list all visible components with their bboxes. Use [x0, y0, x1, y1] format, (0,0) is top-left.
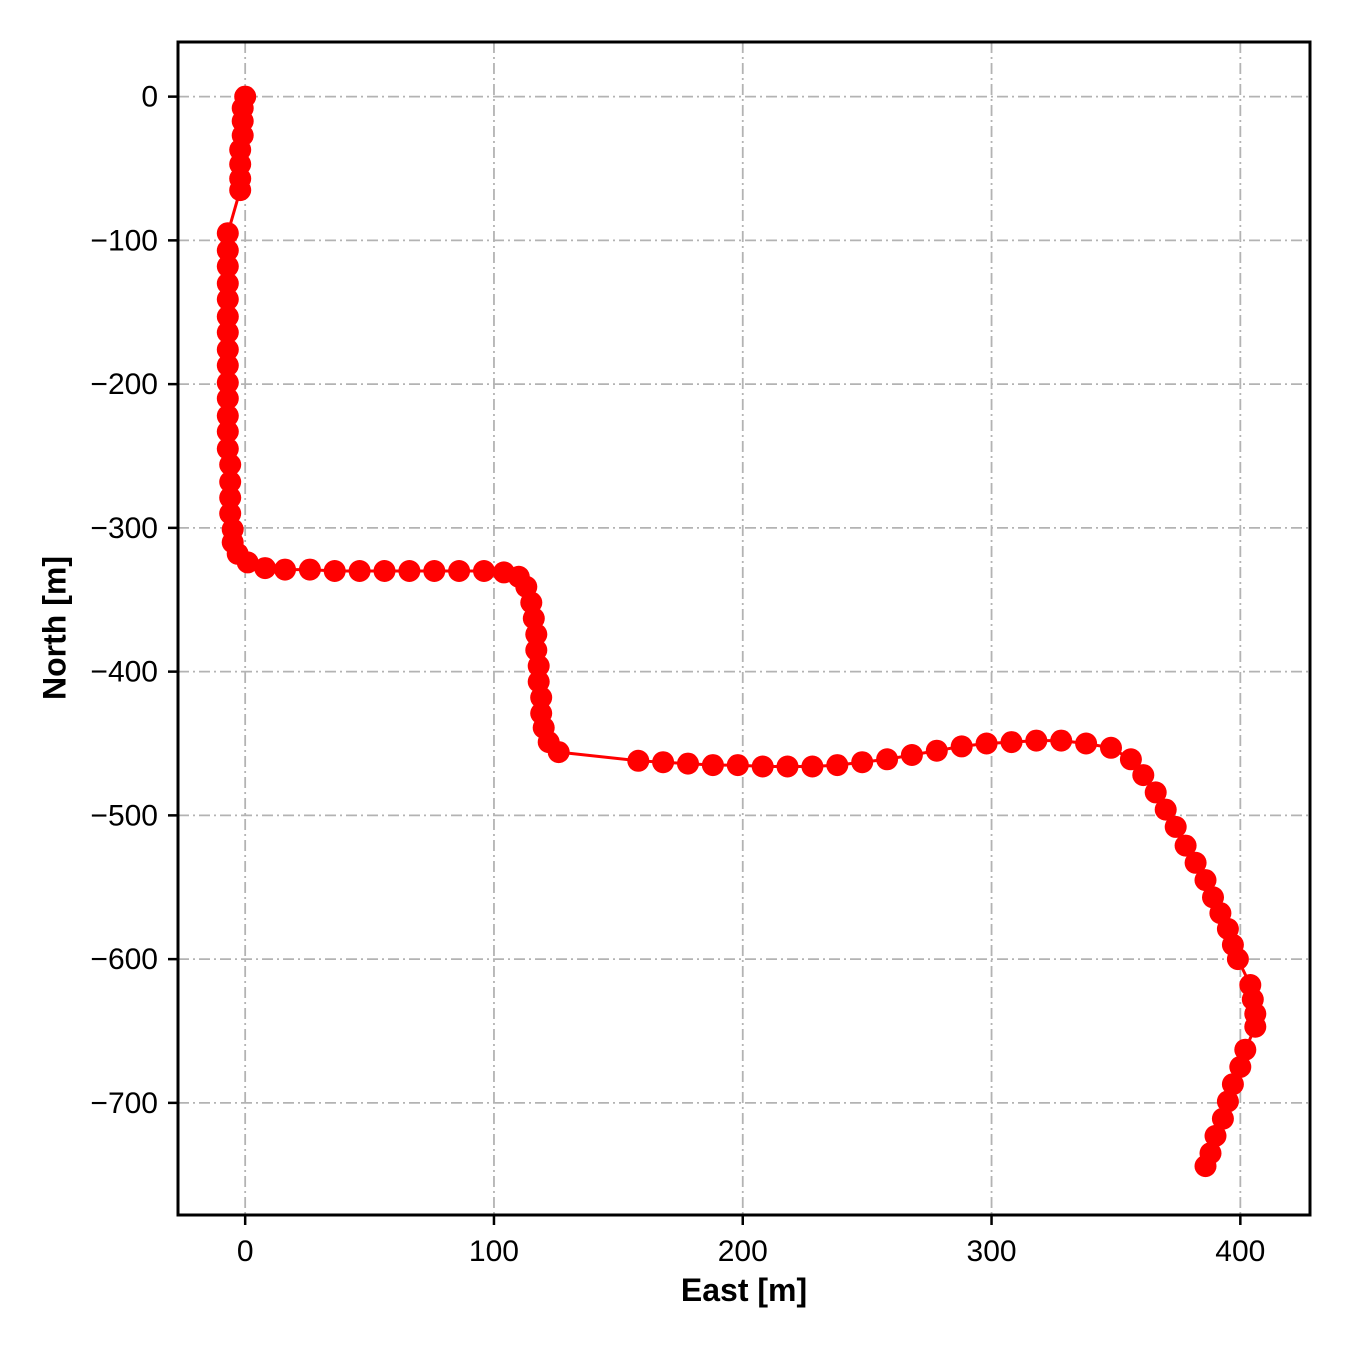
x-tick-label: 400 [1215, 1235, 1265, 1268]
trajectory-marker [216, 272, 239, 295]
trajectory-marker [216, 354, 239, 377]
trajectory-marker [216, 255, 239, 278]
trajectory-marker [219, 470, 242, 493]
y-tick-label: −600 [90, 943, 158, 976]
trajectory-marker [1234, 1038, 1257, 1061]
trajectory-marker [530, 686, 553, 709]
trajectory-marker [900, 744, 923, 766]
trajectory-marker [776, 755, 799, 778]
trajectory-marker [1194, 1155, 1217, 1178]
trajectory-marker [1174, 834, 1197, 857]
trajectory-marker [348, 560, 371, 582]
trajectory-marker [1050, 729, 1073, 752]
trajectory-marker [219, 486, 242, 509]
trajectory-marker [851, 751, 874, 774]
trajectory-marker [473, 560, 495, 582]
trajectory-marker [398, 560, 421, 582]
trajectory-marker [1075, 732, 1098, 755]
trajectory-marker [274, 558, 296, 581]
plot-frame [176, 40, 1312, 1217]
trajectory-marker [216, 222, 239, 245]
trajectory-marker [751, 755, 774, 778]
trajectory-marker [254, 557, 277, 580]
trajectory-marker [876, 748, 899, 771]
trajectory-marker [1119, 748, 1142, 771]
trajectory-marker [652, 751, 675, 774]
trajectory-marker [547, 741, 570, 764]
y-tick-label: −400 [90, 656, 158, 689]
trajectory-marker [229, 179, 252, 202]
trajectory-marker [1226, 948, 1249, 971]
trajectory-marker [216, 305, 239, 328]
trajectory-marker [1154, 798, 1177, 821]
trajectory-marker [701, 754, 724, 777]
trajectory-marker [726, 754, 749, 777]
trajectory-marker [216, 387, 239, 410]
trajectory-marker [1216, 1090, 1239, 1113]
y-tick-label: 0 [141, 81, 158, 114]
trajectory-marker [1184, 851, 1207, 874]
trajectory-marker [216, 321, 239, 344]
trajectory-marker [525, 623, 548, 646]
trajectory-marker [373, 560, 396, 582]
y-tick-label: −700 [90, 1087, 158, 1120]
x-tick-label: 0 [237, 1235, 254, 1268]
trajectory-marker [216, 404, 239, 427]
x-tick-label: 300 [967, 1235, 1017, 1268]
trajectory-marker [216, 288, 239, 311]
trajectory-marker [826, 754, 849, 777]
trajectory-marker [216, 338, 239, 361]
trajectory-marker [448, 560, 471, 582]
trajectory-marker [527, 654, 550, 677]
trajectory-line [226, 96, 1257, 1167]
trajectory-marker [1194, 869, 1217, 892]
trajectory-marker [950, 735, 973, 758]
y-axis-label: North [m] [36, 556, 73, 700]
x-axis-label: East [m] [680, 1272, 808, 1308]
trajectory-marker [627, 749, 650, 772]
trajectory-marker [1204, 1124, 1227, 1147]
y-tick-label: −300 [90, 512, 158, 545]
trajectory-marker [1144, 781, 1167, 804]
trajectory-marker [1100, 736, 1122, 759]
trajectory-marker [677, 752, 699, 775]
trajectory-marker [1164, 815, 1187, 838]
trajectory-marker [1221, 1073, 1244, 1096]
trajectory-marker [219, 453, 242, 476]
trajectory-marker [1211, 1107, 1234, 1130]
trajectory-marker [216, 371, 239, 394]
trajectory-marker [236, 551, 259, 574]
trajectory-marker [216, 239, 239, 262]
trajectory-marker [423, 560, 446, 582]
trajectory-marker [216, 420, 239, 443]
trajectory-marker [1132, 764, 1155, 787]
x-tick-label: 200 [718, 1235, 768, 1268]
trajectory-marker [1229, 1055, 1252, 1078]
trajectory-marker [801, 755, 824, 778]
trajectory-marker [1244, 1015, 1267, 1038]
trajectory-marker [1000, 731, 1023, 754]
trajectory-marker [975, 732, 998, 755]
trajectory-marker [1025, 729, 1048, 752]
x-tick-label: 100 [469, 1235, 519, 1268]
trajectory-marker [298, 558, 321, 581]
y-tick-label: −500 [90, 799, 158, 832]
trajectory-marker [925, 739, 948, 762]
trajectory-marker [323, 560, 346, 582]
y-tick-label: −200 [90, 368, 158, 401]
y-tick-label: −100 [90, 224, 158, 257]
